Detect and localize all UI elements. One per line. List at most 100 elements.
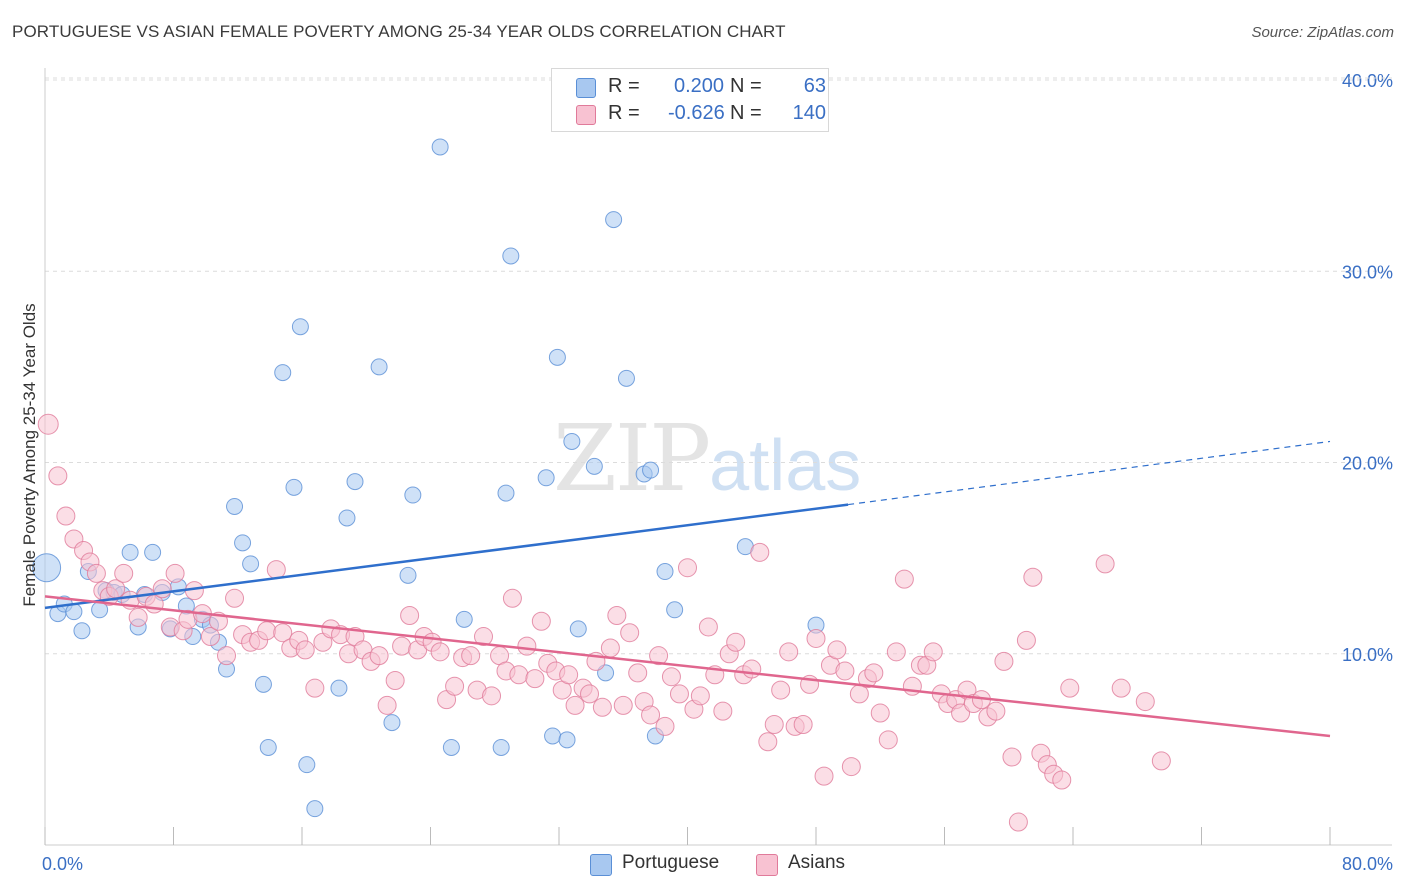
asians-point bbox=[1060, 678, 1080, 698]
y-axis-label: Female Poverty Among 25-34 Year Olds bbox=[20, 303, 39, 607]
portuguese-point bbox=[563, 432, 581, 450]
asians-point bbox=[923, 642, 943, 662]
y-tick-label: 20.0% bbox=[1342, 454, 1393, 474]
asians-point bbox=[613, 695, 633, 715]
asians-point bbox=[655, 716, 675, 736]
portuguese-trend-line bbox=[44, 503, 849, 610]
asians-point bbox=[1002, 747, 1022, 767]
portuguese-point bbox=[656, 563, 674, 581]
portuguese-point bbox=[330, 679, 348, 697]
portuguese-point bbox=[442, 738, 460, 756]
asians-point bbox=[200, 627, 220, 647]
asians-point bbox=[713, 701, 733, 721]
asians-point bbox=[864, 663, 884, 683]
asians-point bbox=[305, 678, 325, 698]
portuguese-point bbox=[274, 364, 292, 382]
asians-point bbox=[1016, 630, 1036, 650]
watermark-atlas: atlas bbox=[709, 426, 862, 506]
asians-point bbox=[870, 703, 890, 723]
asians-point bbox=[56, 506, 76, 526]
asians-point bbox=[649, 646, 669, 666]
asians-point bbox=[580, 684, 600, 704]
asians-point bbox=[793, 715, 813, 735]
x-tick-label-max: 80.0% bbox=[1342, 854, 1393, 874]
asians-point bbox=[37, 413, 59, 435]
asians-point bbox=[1111, 678, 1131, 698]
legend-n-value: 140 bbox=[792, 102, 826, 124]
portuguese-point bbox=[605, 211, 623, 229]
portuguese-point bbox=[502, 247, 520, 265]
asians-point bbox=[764, 715, 784, 735]
portuguese-point bbox=[370, 358, 388, 376]
asians-point bbox=[1135, 692, 1155, 712]
asians-point bbox=[698, 617, 718, 637]
y-tick-label: 10.0% bbox=[1342, 645, 1393, 665]
legend-row-asians: R = -0.626 N = 140 bbox=[576, 102, 826, 126]
watermark-zip: ZIP bbox=[553, 405, 711, 512]
portuguese-point bbox=[642, 461, 660, 479]
source-label: Source: ZipAtlas.com bbox=[1251, 24, 1394, 41]
asians-point bbox=[531, 611, 551, 631]
asians-point bbox=[994, 651, 1014, 671]
asians-point bbox=[509, 665, 529, 685]
portuguese-point bbox=[254, 675, 272, 693]
asians-point bbox=[827, 640, 847, 660]
portuguese-point bbox=[242, 555, 260, 573]
asians-point bbox=[502, 588, 522, 608]
portuguese-point bbox=[259, 738, 277, 756]
asians-point bbox=[661, 667, 681, 687]
legend-row-portuguese: R = 0.200 N = 63 bbox=[576, 75, 826, 99]
asians-point bbox=[771, 680, 791, 700]
portuguese-point bbox=[121, 543, 139, 561]
asians-point bbox=[742, 659, 762, 679]
asians-point bbox=[986, 701, 1006, 721]
asians-point bbox=[295, 640, 315, 660]
asians-point bbox=[620, 623, 640, 643]
portuguese-point bbox=[558, 731, 576, 749]
portuguese-point bbox=[455, 610, 473, 628]
portuguese-point bbox=[548, 348, 566, 366]
legend-n-value: 63 bbox=[803, 75, 826, 97]
asians-point bbox=[600, 638, 620, 658]
portuguese-point bbox=[585, 457, 603, 475]
asians-point bbox=[1052, 770, 1072, 790]
portuguese-point bbox=[431, 138, 449, 156]
portuguese-point bbox=[144, 543, 162, 561]
portuguese-point bbox=[569, 620, 587, 638]
asians-point bbox=[669, 684, 689, 704]
asians-point bbox=[565, 695, 585, 715]
asians-point bbox=[951, 703, 971, 723]
asians-point bbox=[641, 705, 661, 725]
correlation-legend: R = 0.200 N = 63 R = -0.626 N = 140 bbox=[551, 68, 829, 132]
asians-point bbox=[1095, 554, 1115, 574]
chart-title: PORTUGUESE VS ASIAN FEMALE POVERTY AMONG… bbox=[12, 22, 786, 41]
portuguese-point bbox=[32, 553, 62, 583]
legend-n-label: N = bbox=[730, 75, 762, 97]
portuguese-point bbox=[291, 318, 309, 336]
asians-point bbox=[273, 623, 293, 643]
portuguese-point bbox=[306, 800, 324, 818]
portuguese-point bbox=[73, 622, 91, 640]
portuguese-point bbox=[298, 756, 316, 774]
y-tick-label: 40.0% bbox=[1342, 71, 1393, 91]
portuguese-point bbox=[338, 509, 356, 527]
asians-point bbox=[369, 646, 389, 666]
asians-point bbox=[806, 628, 826, 648]
legend-swatch-portuguese bbox=[576, 78, 596, 98]
asians-point bbox=[1008, 812, 1028, 832]
asians-trend-line bbox=[44, 595, 1331, 738]
portuguese-point bbox=[537, 469, 555, 487]
asians-point bbox=[152, 579, 172, 599]
asians-point bbox=[678, 558, 697, 578]
asians-point bbox=[841, 757, 861, 777]
asians-point bbox=[517, 636, 537, 656]
bottom-legend-label-portuguese: Portuguese bbox=[622, 852, 720, 873]
asians-point bbox=[726, 632, 746, 652]
asians-point bbox=[1151, 751, 1171, 771]
asians-point bbox=[86, 563, 106, 583]
bottom-legend-swatch-portuguese bbox=[590, 854, 612, 876]
asians-point bbox=[400, 606, 420, 625]
legend-r-label: R = bbox=[608, 75, 640, 97]
asians-point bbox=[128, 607, 148, 627]
portuguese-point bbox=[497, 484, 515, 502]
